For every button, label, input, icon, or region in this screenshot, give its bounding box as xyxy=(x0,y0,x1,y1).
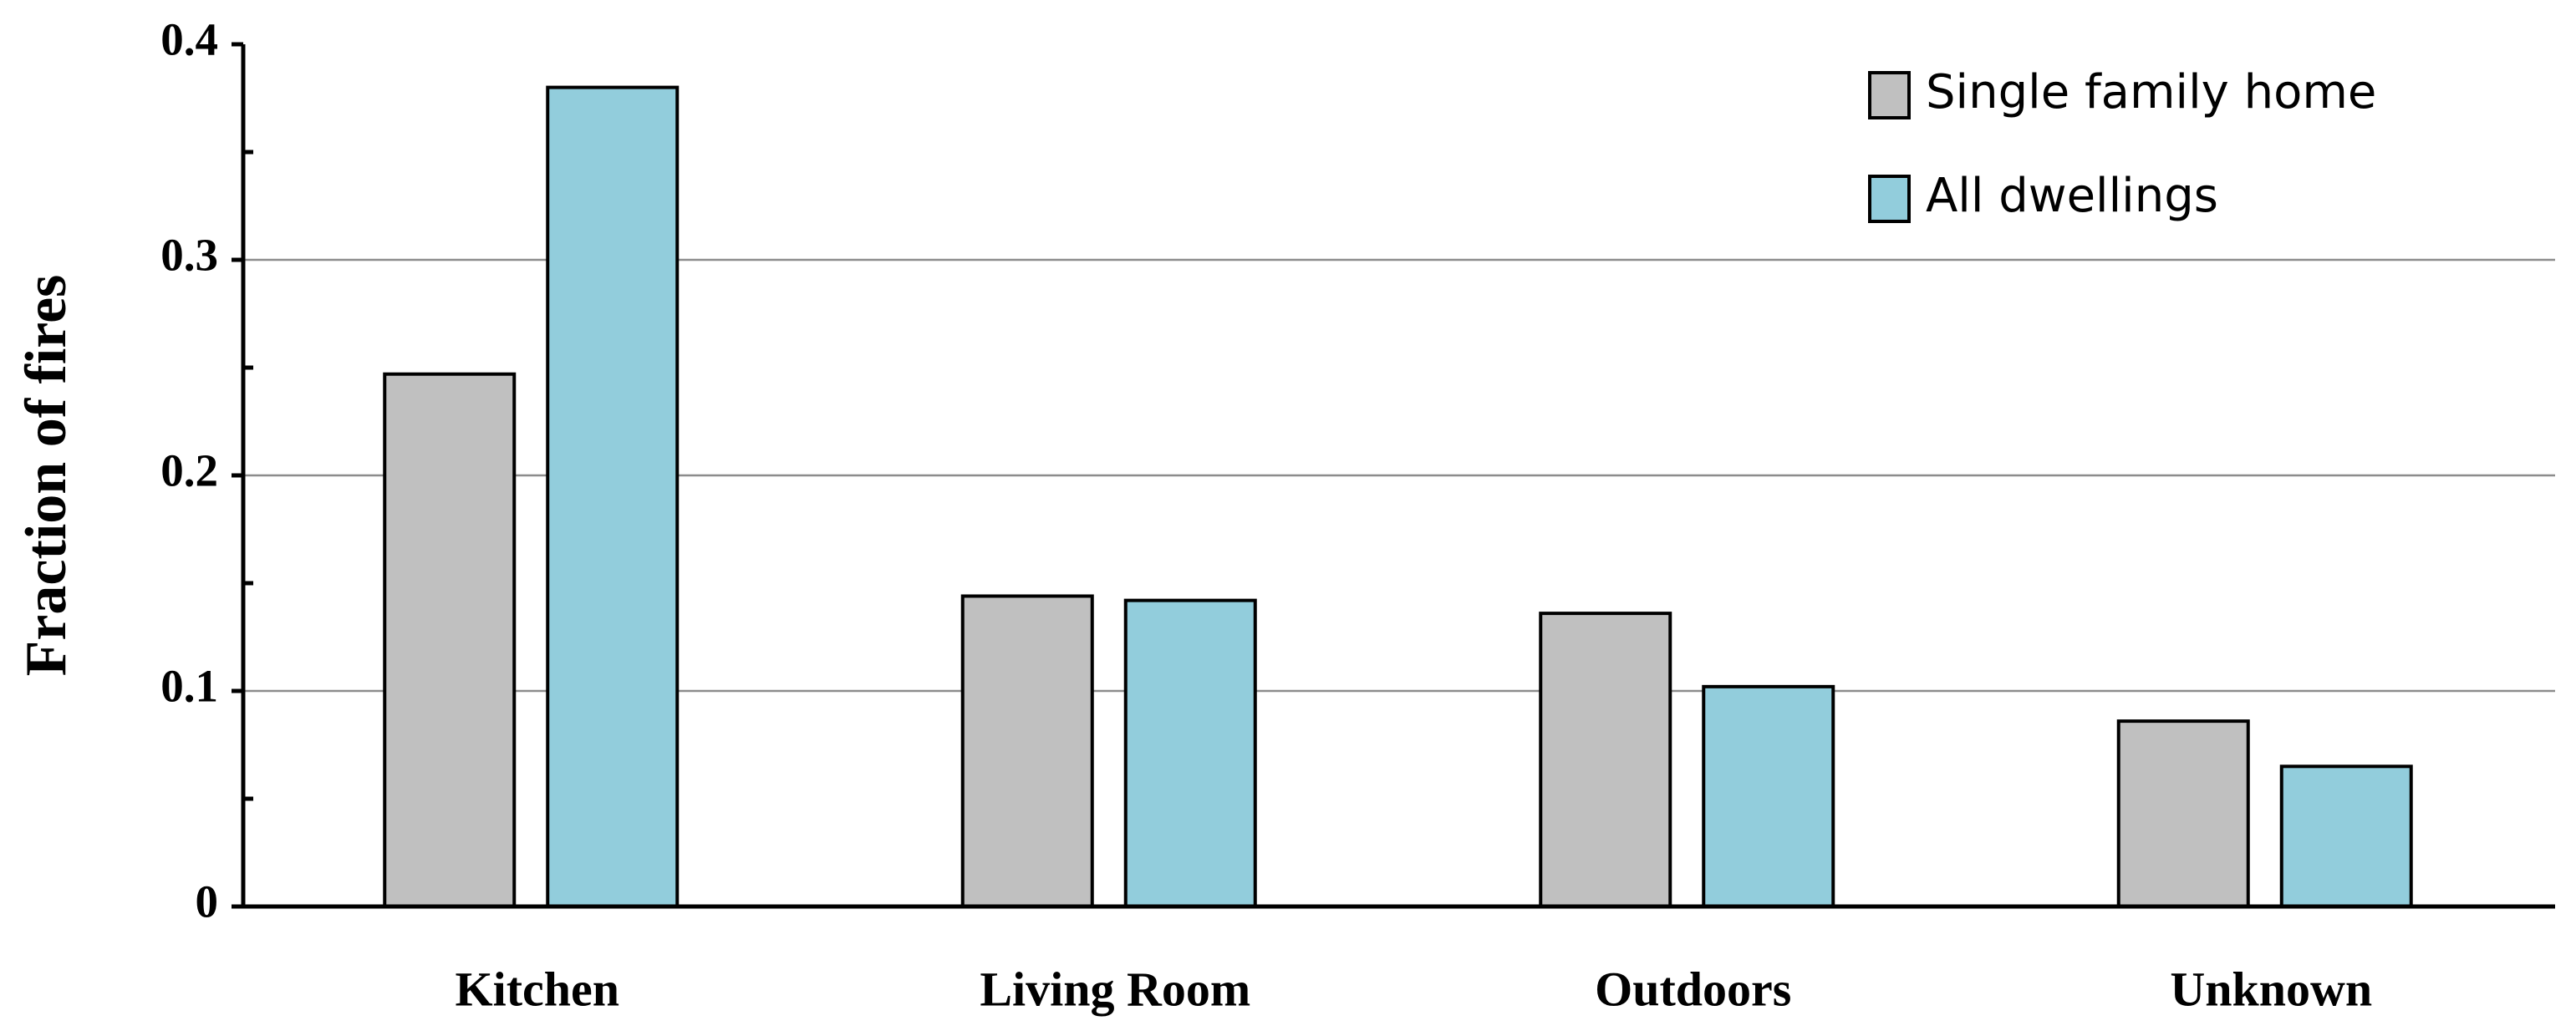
bar xyxy=(1702,684,1835,909)
legend-label: Single family home xyxy=(1926,65,2376,119)
legend-label: All dwellings xyxy=(1926,169,2218,223)
x-tick-label: Kitchen xyxy=(455,962,619,1016)
y-tick-label: 0.1 xyxy=(160,661,218,712)
y-tick-label: 0 xyxy=(196,876,219,927)
x-tick-label: Outdoors xyxy=(1595,962,1791,1016)
bar xyxy=(546,85,680,909)
bar xyxy=(1123,598,1257,908)
x-tick-label: Living Room xyxy=(980,962,1250,1016)
legend-swatch xyxy=(1868,175,1911,223)
bar xyxy=(2279,764,2413,908)
y-tick-label: 0.3 xyxy=(160,230,218,281)
y-tick-label: 0.2 xyxy=(160,445,218,496)
x-tick-label: Unknown xyxy=(2170,962,2372,1016)
bar xyxy=(2116,719,2250,908)
bar xyxy=(383,372,517,908)
bar xyxy=(960,594,1094,908)
y-axis-title: Fraction of fires xyxy=(14,275,79,677)
bar xyxy=(1539,612,1672,908)
y-tick-label: 0.4 xyxy=(160,14,218,65)
legend-swatch xyxy=(1868,71,1911,119)
